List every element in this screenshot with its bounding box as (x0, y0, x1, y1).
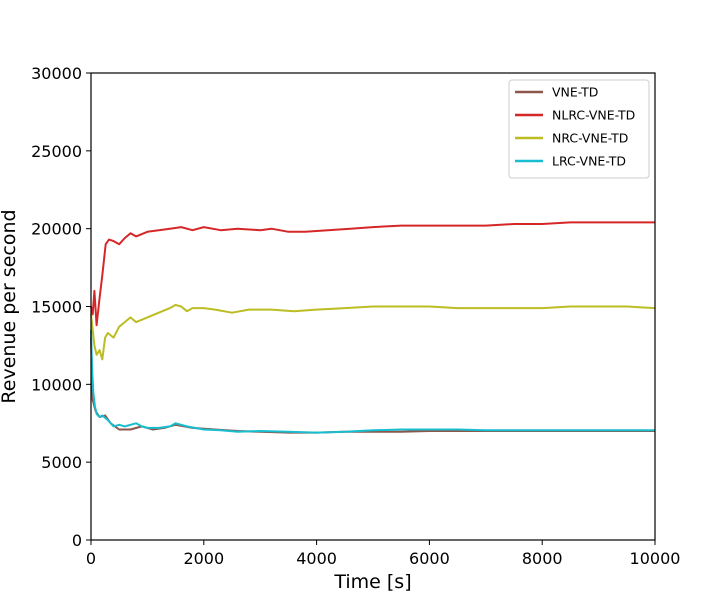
series-line (90, 329, 655, 434)
y-axis: 0 5000 10000 15000 20000 25000 30000 (31, 64, 91, 550)
y-tick-label: 15000 (31, 298, 82, 317)
legend-box (508, 79, 650, 179)
y-tick-label: 20000 (31, 220, 82, 239)
y-tick-label: 10000 (31, 375, 82, 394)
series-line (90, 221, 655, 327)
plot-lines (90, 221, 656, 434)
series-line (90, 337, 655, 434)
legend: VNE-TD NLRC-VNE-TD NRC-VNE-TD LRC-VNE-TD (508, 79, 650, 179)
x-tick-label: 6000 (409, 549, 450, 568)
legend-label: LRC-VNE-TD (552, 154, 626, 169)
y-tick-label: 0 (72, 531, 82, 550)
x-tick-label: 10000 (630, 549, 681, 568)
x-tick-label: 2000 (183, 549, 224, 568)
y-tick-label: 30000 (31, 64, 82, 83)
y-tick-label: 25000 (31, 142, 82, 161)
x-axis: 0 2000 4000 6000 8000 10000 (86, 540, 681, 568)
y-axis-label: Revenue per second (0, 209, 20, 403)
x-tick-label: 0 (86, 549, 96, 568)
y-tick-label: 5000 (41, 453, 82, 472)
x-tick-label: 8000 (522, 549, 563, 568)
legend-label: NLRC-VNE-TD (552, 108, 635, 123)
legend-label: NRC-VNE-TD (552, 131, 628, 146)
legend-label: VNE-TD (552, 85, 598, 100)
series-line (90, 303, 656, 361)
x-axis-label: Time [s] (333, 571, 411, 593)
x-tick-label: 4000 (296, 549, 337, 568)
